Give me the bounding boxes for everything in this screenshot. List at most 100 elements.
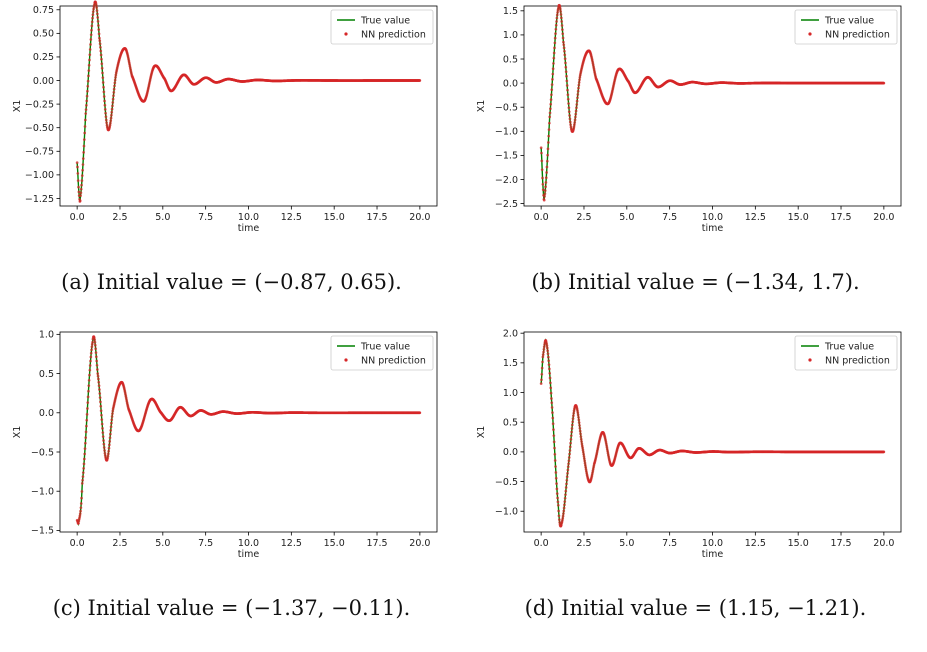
- prediction-point: [98, 396, 102, 399]
- prediction-point: [548, 376, 552, 380]
- prediction-point: [548, 121, 551, 125]
- y-tick-label: −1.00: [25, 170, 54, 181]
- legend-label-nn-prediction: NN prediction: [825, 30, 890, 41]
- prediction-point: [85, 418, 89, 422]
- legend-label-true-value: True value: [360, 342, 410, 353]
- caption-c: (c) Initial value = (−1.37, −0.11).: [52, 596, 411, 620]
- prediction-point: [79, 191, 83, 195]
- prediction-point: [574, 115, 577, 119]
- y-axis-label: X1: [12, 100, 23, 113]
- prediction-point: [575, 103, 579, 106]
- x-tick-label: 7.5: [662, 538, 677, 549]
- y-tick-label: −1.0: [31, 487, 54, 498]
- prediction-point: [563, 57, 567, 61]
- prediction-point: [566, 93, 570, 97]
- caption-b: (b) Initial value = (−1.34, 1.7).: [531, 270, 860, 294]
- chart-d: 0.0 2.5 5.0 7.5 10.0 12.5 15.0 17.5 20.0 2.0 1.5 1.…: [476, 328, 902, 560]
- prediction-point: [76, 179, 80, 182]
- prediction-point: [80, 496, 83, 500]
- prediction-point: [81, 168, 84, 172]
- y-tick-label: −2.0: [495, 175, 518, 186]
- y-tick-label: 0.00: [33, 76, 54, 87]
- prediction-point: [80, 490, 84, 493]
- prediction-point: [94, 355, 98, 359]
- prediction-point: [83, 131, 87, 135]
- prediction-point: [553, 41, 557, 45]
- prediction-point: [108, 123, 112, 127]
- prediction-point: [551, 422, 555, 426]
- prediction-point: [102, 446, 106, 449]
- prediction-point: [576, 411, 580, 414]
- prediction-point: [96, 12, 99, 16]
- prediction-point: [552, 428, 555, 431]
- prediction-point: [561, 514, 565, 518]
- prediction-point: [97, 24, 100, 27]
- prediction-point: [103, 103, 107, 107]
- prediction-point: [91, 10, 95, 14]
- prediction-point: [96, 368, 99, 371]
- y-tick-label: 2.0: [503, 328, 518, 339]
- y-tick-label: 0.50: [33, 29, 54, 40]
- prediction-point: [544, 176, 548, 180]
- prediction-point: [569, 434, 573, 438]
- y-tick-label: −1.0: [495, 507, 518, 518]
- prediction-point: [103, 108, 107, 111]
- prediction-point: [562, 509, 566, 513]
- prediction-point: [97, 32, 101, 36]
- prediction-point: [564, 493, 567, 497]
- prediction-point: [114, 73, 118, 77]
- prediction-point: [565, 478, 569, 482]
- prediction-point: [576, 93, 580, 96]
- prediction-point: [111, 97, 115, 101]
- prediction-point: [96, 16, 100, 19]
- y-tick-label: −0.25: [25, 99, 54, 110]
- prediction-point: [80, 183, 83, 187]
- prediction-point: [564, 489, 568, 493]
- series-nn-prediction-markers: [539, 338, 886, 528]
- y-tick-label: 0.0: [39, 408, 54, 419]
- prediction-point: [90, 342, 94, 346]
- legend-label-nn-prediction: NN prediction: [361, 356, 426, 367]
- prediction-point: [84, 430, 88, 434]
- prediction-point: [569, 441, 572, 445]
- prediction-point: [111, 104, 114, 108]
- prediction-point: [79, 194, 82, 197]
- prediction-point: [577, 418, 581, 422]
- prediction-point: [566, 471, 569, 475]
- prediction-point: [546, 147, 550, 151]
- prediction-point: [102, 85, 105, 89]
- legend-marker-swatch: [344, 358, 348, 362]
- prediction-point: [98, 36, 101, 40]
- prediction-point: [547, 128, 551, 131]
- prediction-point: [100, 413, 103, 417]
- prediction-point: [110, 421, 113, 425]
- prediction-point: [572, 414, 575, 418]
- prediction-point: [563, 496, 567, 500]
- prediction-point: [579, 437, 583, 441]
- prediction-point: [579, 432, 582, 436]
- prediction-point: [550, 88, 554, 92]
- prediction-point: [99, 400, 102, 404]
- prediction-point: [578, 75, 582, 79]
- prediction-point: [566, 465, 570, 469]
- prediction-point: [102, 439, 105, 442]
- prediction-point: [559, 10, 563, 13]
- prediction-point: [561, 28, 564, 31]
- prediction-point: [81, 157, 85, 160]
- prediction-point: [553, 459, 557, 462]
- y-tick-label: 1.0: [503, 30, 518, 41]
- prediction-point: [104, 111, 107, 115]
- prediction-point: [581, 450, 585, 454]
- prediction-point: [551, 67, 555, 71]
- prediction-point: [542, 350, 545, 354]
- prediction-point: [571, 417, 575, 420]
- prediction-point: [82, 467, 85, 470]
- x-tick-label: 0.0: [534, 538, 549, 549]
- prediction-point: [551, 72, 555, 76]
- chart-b: 0.0 2.5 5.0 7.5 10.0 12.5 15.0 17.5 20.0 1.5 1.0 0.…: [476, 3, 902, 234]
- prediction-point: [91, 16, 94, 20]
- prediction-point: [87, 384, 91, 388]
- prediction-point: [99, 45, 102, 49]
- prediction-point: [567, 102, 570, 105]
- prediction-point: [98, 392, 102, 395]
